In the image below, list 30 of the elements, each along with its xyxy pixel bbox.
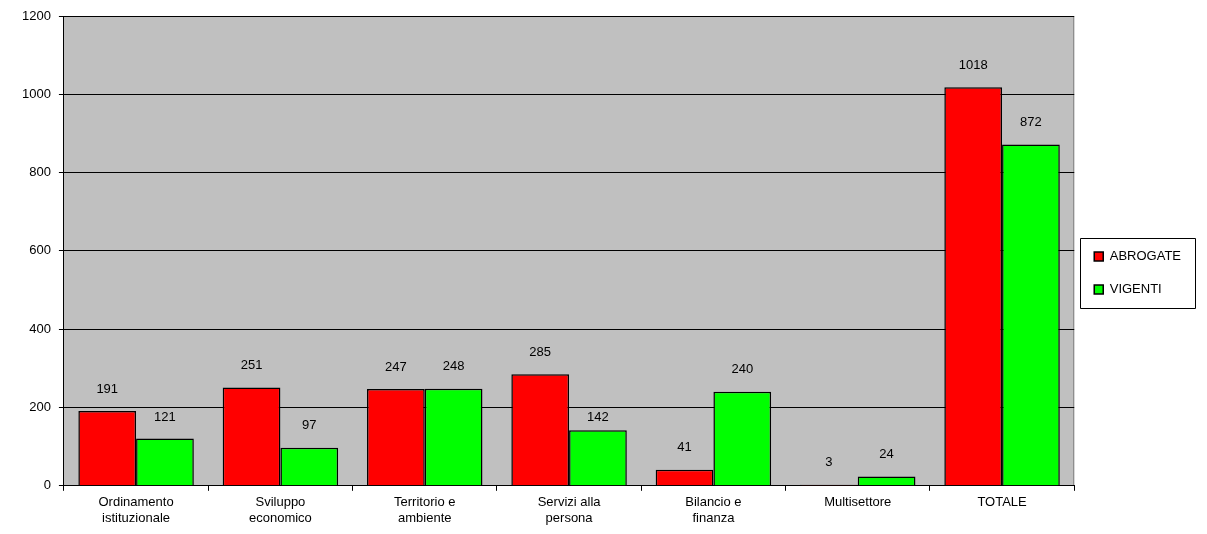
x-tick-label: Multisettore (824, 494, 892, 510)
data-label: 247 (385, 358, 407, 374)
x-tick-label: Sviluppo economico (248, 494, 312, 525)
x-tick-label: TOTALE (977, 494, 1028, 510)
data-label: 240 (731, 361, 754, 377)
data-label: 41 (677, 439, 692, 455)
data-label: 191 (96, 380, 119, 396)
data-label: 3 (825, 454, 833, 470)
legend-label: ABROGATE (1109, 248, 1182, 264)
data-label: 1018 (958, 56, 988, 72)
y-tick-label: 200 (29, 399, 51, 415)
y-tick-label: 800 (29, 164, 51, 180)
data-label: 251 (240, 357, 263, 373)
y-tick-label: 1000 (22, 85, 51, 101)
x-tick-label: Servizi alla persona (537, 494, 602, 525)
data-label: 97 (302, 417, 317, 433)
data-label: 285 (529, 343, 552, 359)
y-tick-label: 600 (29, 242, 51, 258)
x-tick-label: Ordinamento istituzionale (98, 494, 174, 525)
x-tick-label: Bilancio e finanza (685, 494, 742, 525)
y-tick-label: 400 (29, 320, 51, 336)
y-tick-label: 0 (43, 477, 51, 493)
data-label: 121 (154, 409, 176, 425)
data-label: 24 (879, 445, 894, 461)
y-tick-label: 1200 (22, 7, 51, 23)
data-label: 142 (587, 409, 609, 425)
x-tick-label: Territorio e ambiente (394, 494, 456, 525)
legend-label: VIGENTI (1109, 281, 1162, 297)
data-label: 872 (1020, 113, 1042, 129)
data-label: 248 (442, 358, 465, 374)
